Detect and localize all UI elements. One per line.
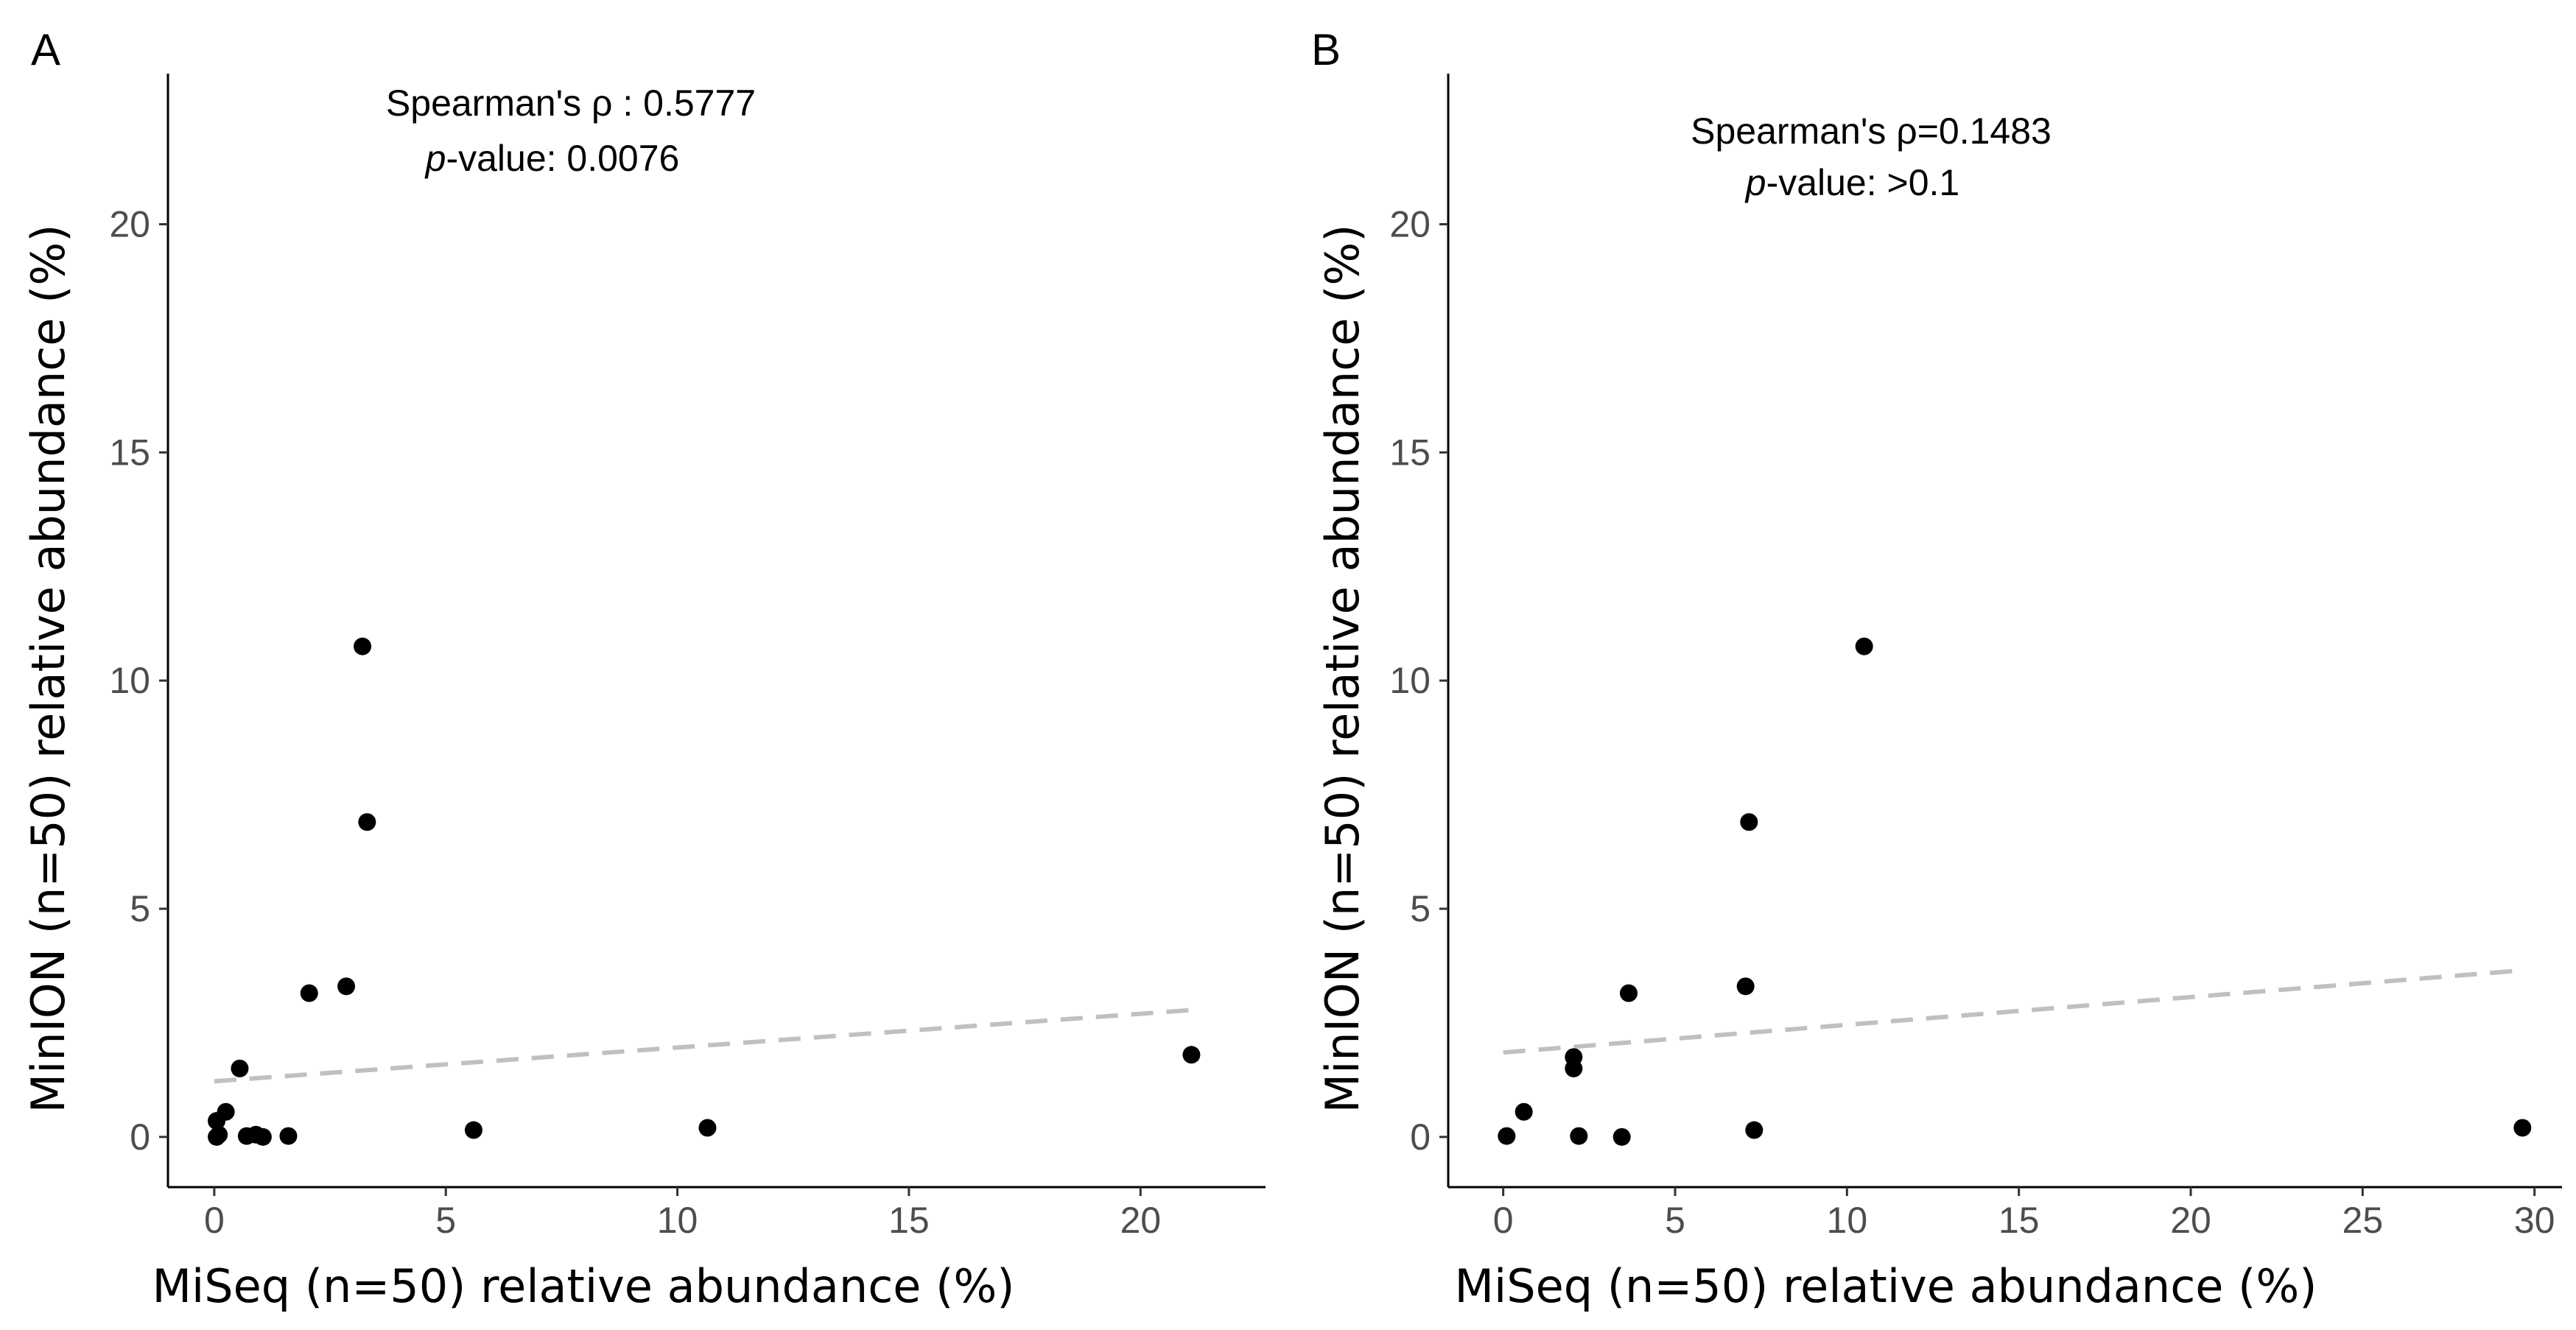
- panel-a-pvalue-text: p-value: 0.0076: [424, 138, 680, 179]
- panel-b-y-tick-label: 5: [1410, 888, 1431, 929]
- panel-b-plot: 0 5 10 15 20 0 5 10 15 20 25 30: [1389, 74, 2562, 1241]
- panel-b-x-tick-label: 20: [2170, 1200, 2211, 1241]
- panel-a-data-point: [354, 637, 372, 655]
- panel-b-pvalue-text: p-value: >0.1: [1744, 162, 1959, 203]
- panel-a-y-axis-title: MinION (n=50) relative abundance (%): [21, 225, 75, 1113]
- panel-a-data-point: [698, 1119, 717, 1137]
- panel-a-y-tick-label: 10: [109, 660, 150, 701]
- panel-b-x-tick-label: 10: [1827, 1200, 1868, 1241]
- panel-b-x-tick-label: 5: [1665, 1200, 1685, 1241]
- panel-a-pvalue-italic: p: [424, 138, 446, 179]
- panel-a-data-point: [300, 984, 318, 1002]
- panel-b-data-point: [1855, 637, 1873, 655]
- panel-b-data-point: [1515, 1102, 1533, 1121]
- panel-a-y-tick-label: 5: [130, 888, 150, 929]
- panel-b-data-point: [1565, 1059, 1583, 1077]
- panel-b-pvalue-rest: -value: >0.1: [1766, 162, 1960, 203]
- panel-b-data-point: [1570, 1127, 1588, 1145]
- panel-b-data-point: [1620, 984, 1638, 1002]
- panel-b-data-point: [1612, 1127, 1631, 1146]
- panel-b-y-tick-label: 20: [1389, 203, 1431, 244]
- panel-a-letter: A: [31, 25, 60, 74]
- panel-a-data-point: [253, 1127, 272, 1146]
- panel-b-trend-line: [1503, 968, 2523, 1055]
- panel-a-x-tick-label: 10: [657, 1200, 698, 1241]
- panel-a: A Spearman's ρ : 0.5777 p-value: 0.0076 …: [21, 25, 1266, 1313]
- panel-b-letter: B: [1311, 25, 1341, 74]
- panel-a-data-point: [1182, 1046, 1201, 1064]
- panel-a-x-axis-title: MiSeq (n=50) relative abundance (%): [152, 1259, 1015, 1313]
- panel-a-data-point: [231, 1059, 249, 1077]
- panel-b-y-tick-label: 0: [1410, 1116, 1431, 1158]
- panel-a-pvalue-rest: -value: 0.0076: [446, 138, 679, 179]
- panel-b-data-point: [1745, 1121, 1763, 1139]
- panel-a-y-tick-label: 20: [109, 203, 150, 244]
- panel-b-y-tick-label: 10: [1389, 660, 1431, 701]
- panel-b: B Spearman's ρ=0.1483 p-value: >0.1 0 5 10…: [1311, 25, 2562, 1313]
- panel-a-y-tick-label: 0: [130, 1116, 150, 1158]
- panel-a-trend-line: [214, 1007, 1192, 1084]
- panel-a-spearman-text: Spearman's ρ : 0.5777: [386, 82, 756, 124]
- panel-a-data-point: [210, 1125, 228, 1144]
- panel-b-data-point: [1498, 1127, 1516, 1145]
- panel-a-data-point: [358, 813, 376, 831]
- panel-a-data-point: [217, 1102, 235, 1121]
- panel-b-y-axis-title: MinION (n=50) relative abundance (%): [1316, 225, 1369, 1113]
- panel-a-data-point: [464, 1121, 482, 1139]
- panel-b-data-point: [1736, 977, 1755, 996]
- panel-b-data-point: [2513, 1119, 2532, 1137]
- panel-b-spearman-text: Spearman's ρ=0.1483: [1691, 110, 2052, 152]
- panel-b-y-tick-label: 15: [1389, 432, 1431, 473]
- panel-b-data-point: [1740, 813, 1758, 831]
- panel-a-data-point: [279, 1127, 298, 1145]
- panel-a-plot: 0 5 10 15 20 0 5 10 15 20: [109, 74, 1266, 1241]
- panel-a-x-tick-label: 20: [1120, 1200, 1161, 1241]
- panel-a-x-tick-label: 15: [888, 1200, 930, 1241]
- panel-a-x-tick-label: 5: [435, 1200, 456, 1241]
- panel-a-y-tick-label: 15: [109, 432, 150, 473]
- panel-a-x-tick-label: 0: [204, 1200, 225, 1241]
- panel-b-x-tick-label: 25: [2342, 1200, 2384, 1241]
- panel-a-data-point: [337, 977, 356, 996]
- panel-b-x-tick-label: 15: [1998, 1200, 2040, 1241]
- panel-b-pvalue-italic: p: [1744, 162, 1766, 203]
- panel-b-x-tick-label: 0: [1493, 1200, 1514, 1241]
- panel-b-x-axis-title: MiSeq (n=50) relative abundance (%): [1455, 1259, 2317, 1313]
- panel-b-x-tick-label: 30: [2514, 1200, 2555, 1241]
